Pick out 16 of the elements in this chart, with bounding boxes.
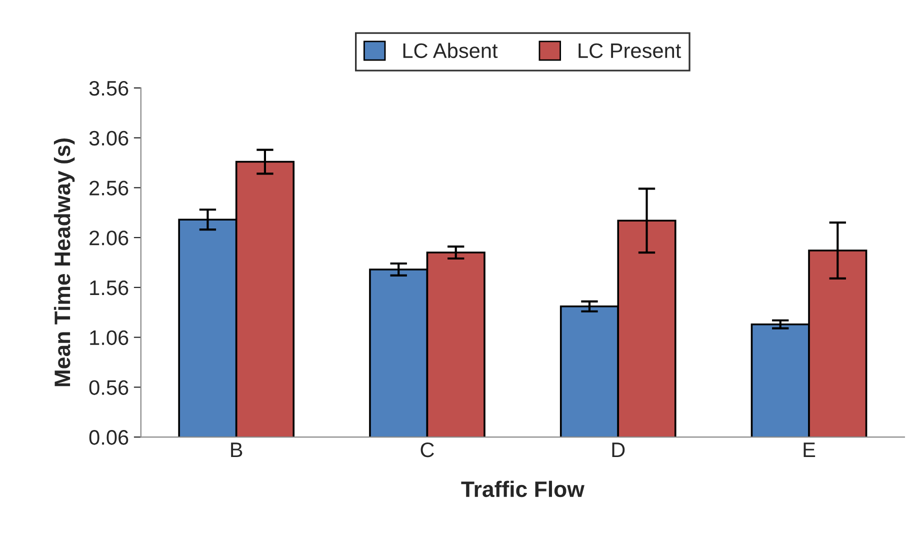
x-tick-label: B (231, 442, 242, 458)
y-tick-label: 0.06 (89, 430, 128, 445)
x-axis-title: Traffic Flow (461, 480, 584, 498)
y-tick-label: 1.06 (90, 330, 128, 346)
y-tick-label: 3.06 (89, 130, 128, 146)
y-tick-label: 0.56 (89, 380, 128, 395)
x-tick-label: E (804, 442, 816, 458)
y-axis-title: Mean Time Headway (s) (54, 138, 75, 386)
y-tick-label: 3.56 (89, 80, 128, 96)
y-tick-label: 2.06 (90, 230, 128, 246)
legend-label: LC Absent (403, 42, 498, 58)
x-tick-label: D (612, 442, 625, 458)
y-tick-label: 1.56 (90, 280, 128, 296)
legend-label: LC Present (578, 43, 682, 58)
y-tick-label: 2.56 (90, 180, 128, 196)
x-tick-label: C (420, 442, 434, 458)
